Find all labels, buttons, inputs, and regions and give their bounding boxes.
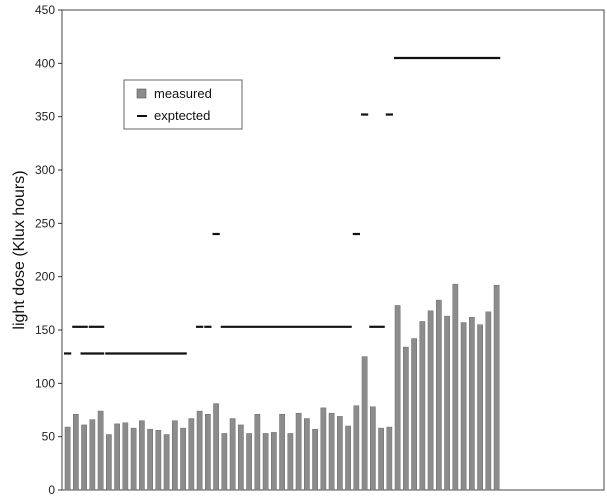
legend-swatch-expected	[137, 115, 147, 117]
bar-measured	[279, 414, 285, 491]
bar-measured	[444, 315, 450, 491]
bar-measured	[287, 433, 294, 491]
legend-swatch-measured	[136, 88, 147, 99]
bar-measured	[238, 424, 244, 491]
bar-measured	[97, 410, 104, 491]
y-tick-label: 0	[48, 483, 55, 497]
bar-measured	[172, 420, 178, 491]
legend-label-measured: measured	[154, 86, 212, 101]
bar-measured	[328, 412, 335, 491]
bar-measured	[114, 423, 120, 491]
bar-measured	[320, 407, 327, 491]
y-tick-label: 200	[35, 270, 55, 284]
y-tick-label: 350	[35, 110, 55, 124]
bar-measured	[147, 428, 153, 491]
legend-box	[123, 79, 243, 130]
bar-measured	[460, 322, 467, 491]
bar-measured	[130, 427, 137, 491]
bar-measured	[196, 410, 203, 491]
bar-measured	[213, 403, 219, 491]
legend: measured exptected	[123, 79, 243, 130]
bar-measured	[254, 414, 261, 491]
bar-measured	[345, 425, 351, 491]
bar-measured	[485, 311, 492, 491]
bar-measured	[89, 419, 96, 491]
bar-measured	[271, 432, 277, 491]
bar-measured	[493, 284, 500, 491]
bar-measured	[64, 426, 71, 491]
bar-measured	[411, 338, 417, 491]
bar-measured	[262, 433, 269, 491]
bar-measured	[419, 321, 426, 491]
y-tick-label: 250	[35, 216, 55, 230]
expected-dashes	[64, 56, 501, 355]
bar-measured	[246, 433, 252, 491]
bar-measured	[295, 412, 302, 491]
legend-label-expected: exptected	[154, 108, 210, 123]
bar-measured	[304, 418, 310, 491]
bar-measured	[394, 305, 401, 491]
y-tick-label: 400	[35, 56, 55, 70]
y-tick-label: 450	[35, 3, 55, 17]
bar-measured	[180, 427, 186, 491]
bar-measured	[221, 433, 228, 491]
bar-measured	[469, 316, 475, 491]
bar-measured	[370, 406, 376, 491]
bar-measured	[403, 346, 409, 491]
bar-measured	[337, 416, 343, 491]
bar-measured	[312, 428, 318, 491]
measured-bars	[64, 283, 500, 491]
y-axis-label: light dose (Klux hours)	[11, 170, 28, 329]
bar-measured	[139, 420, 145, 491]
bar-measured	[106, 434, 112, 491]
y-tick-label: 150	[35, 323, 55, 337]
bar-measured	[73, 414, 79, 491]
bar-measured	[452, 283, 459, 491]
bar-measured	[386, 426, 393, 491]
bar-measured	[436, 299, 442, 491]
bar-measured	[205, 414, 211, 491]
bar-measured	[229, 418, 236, 491]
bar-measured	[353, 405, 360, 491]
bar-measured	[378, 427, 384, 491]
bar-measured	[477, 324, 483, 491]
bar-measured	[361, 356, 368, 491]
y-tick-label: 50	[42, 430, 56, 444]
y-axis: 0 50 100 150 200 250 300 350 400 450	[35, 3, 62, 497]
bar-measured	[155, 430, 162, 491]
bar-measured	[188, 418, 195, 491]
bar-measured	[427, 310, 434, 491]
bar-measured	[81, 424, 87, 491]
bar-measured	[163, 434, 170, 491]
y-tick-label: 300	[35, 163, 55, 177]
bar-measured	[122, 422, 129, 491]
y-tick-label: 100	[35, 376, 55, 390]
